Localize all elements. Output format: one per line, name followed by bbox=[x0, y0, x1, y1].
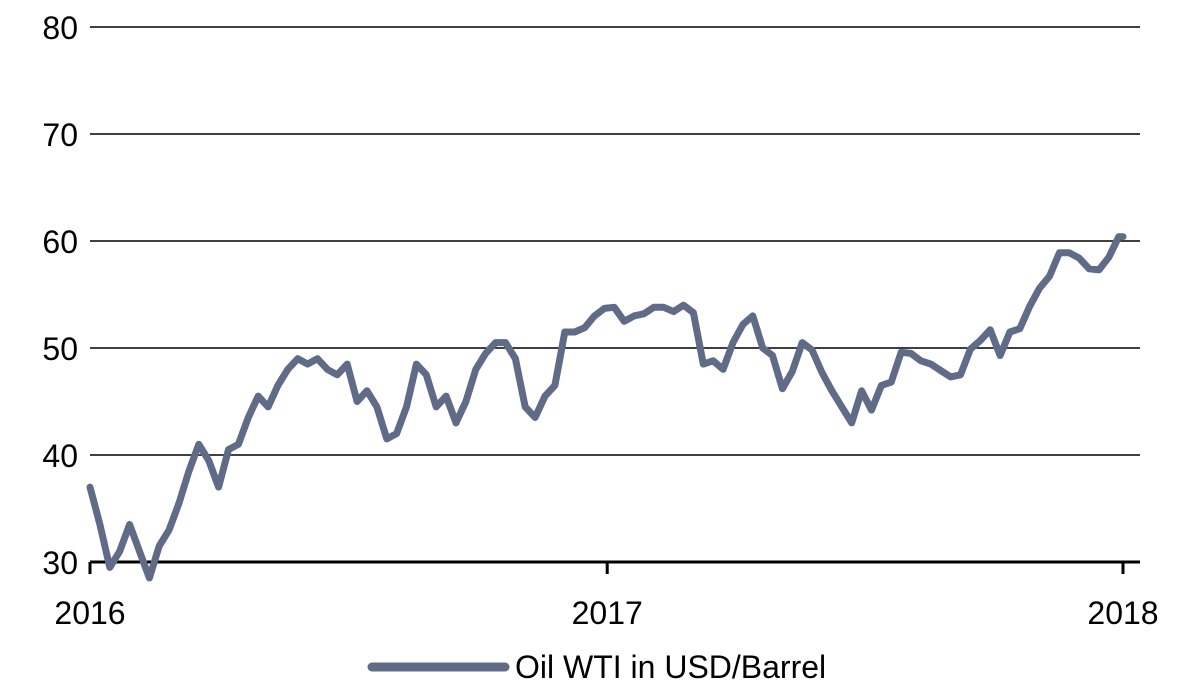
series-layer bbox=[86, 233, 1127, 582]
y-tick-label-70: 70 bbox=[42, 117, 78, 153]
gridlines bbox=[90, 26, 1140, 456]
x-axis-tick-labels: 2016 2017 2018 bbox=[54, 595, 1158, 631]
y-tick-label-30: 30 bbox=[42, 545, 78, 581]
y-tick-label-80: 80 bbox=[42, 10, 78, 46]
legend-label: Oil WTI in USD/Barrel bbox=[515, 649, 826, 685]
y-tick-label-60: 60 bbox=[42, 224, 78, 260]
x-tick-label-2017: 2017 bbox=[572, 595, 643, 631]
x-tick-label-2016: 2016 bbox=[54, 595, 125, 631]
legend: Oil WTI in USD/Barrel bbox=[367, 649, 826, 685]
y-axis-tick-labels: 30 40 50 60 70 80 bbox=[42, 10, 78, 581]
x-tick-label-2018: 2018 bbox=[1087, 595, 1158, 631]
y-tick-label-40: 40 bbox=[42, 438, 78, 474]
series-line-0 bbox=[86, 233, 1127, 582]
x-axis bbox=[88, 560, 1140, 574]
y-tick-label-50: 50 bbox=[42, 331, 78, 367]
